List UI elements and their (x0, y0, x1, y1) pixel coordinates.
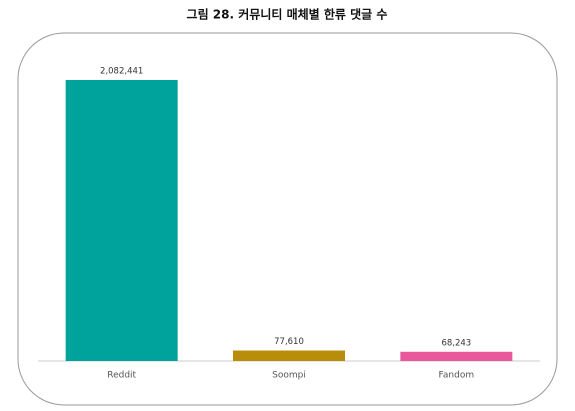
x-tick-label: Soompi (272, 371, 306, 381)
x-tick-label: Reddit (107, 371, 136, 381)
value-label: 68,243 (441, 338, 471, 348)
bar (65, 80, 178, 361)
bar (233, 350, 345, 361)
chart-frame (17, 32, 558, 406)
x-tick-label: Fandom (439, 371, 475, 381)
chart-title: 그림 28. 커뮤니티 매체별 한류 댓글 수 (187, 7, 388, 22)
bar (400, 351, 513, 361)
value-label: 77,610 (274, 337, 304, 347)
value-label: 2,082,441 (100, 67, 143, 77)
